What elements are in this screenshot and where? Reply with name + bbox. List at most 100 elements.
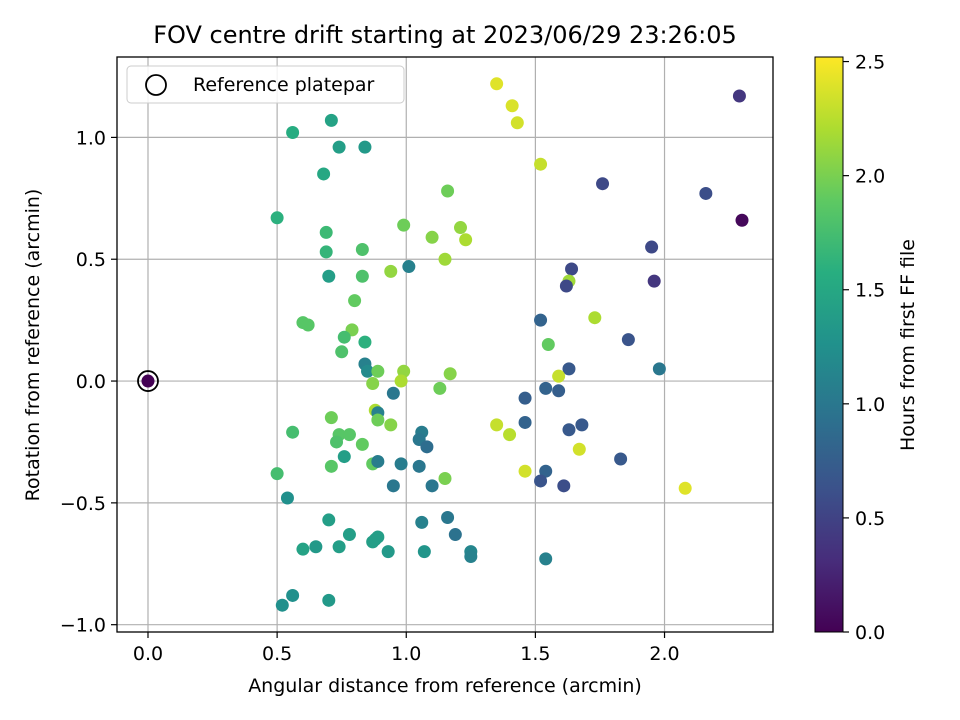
data-point <box>412 459 426 473</box>
data-point <box>394 374 408 388</box>
data-point <box>296 542 310 556</box>
y-tick-label: 0.5 <box>76 249 106 271</box>
legend-label-reference-platepar: Reference platepar <box>193 74 375 96</box>
reference-ring <box>137 370 159 392</box>
data-point <box>572 442 586 456</box>
data-point <box>324 459 338 473</box>
data-point <box>557 479 571 493</box>
data-point <box>371 454 385 468</box>
data-point <box>438 472 452 486</box>
data-point <box>415 515 429 529</box>
x-tick-label: 1.0 <box>391 643 421 665</box>
data-point <box>319 225 333 239</box>
reference-point <box>137 370 159 392</box>
x-axis-ticks: 0.0 0.5 1.0 1.5 2.0 <box>133 632 680 665</box>
data-point <box>534 313 548 327</box>
data-point <box>443 367 457 381</box>
data-point <box>397 218 411 232</box>
data-point <box>732 89 746 103</box>
data-point <box>322 593 336 607</box>
data-point <box>621 333 635 347</box>
data-point <box>335 345 349 359</box>
data-point <box>319 245 333 259</box>
data-point <box>735 213 749 227</box>
y-tick-label: 0.0 <box>76 371 106 393</box>
data-point <box>384 264 398 278</box>
data-point <box>332 140 346 154</box>
data-point <box>337 330 351 344</box>
data-point <box>534 474 548 488</box>
data-point <box>539 552 553 566</box>
data-point <box>518 391 532 405</box>
data-point <box>645 240 659 254</box>
data-point <box>441 510 455 524</box>
data-point <box>562 362 576 376</box>
data-point <box>309 540 323 554</box>
data-point <box>453 221 467 235</box>
data-point <box>286 425 300 439</box>
data-point <box>386 386 400 400</box>
data-point <box>337 450 351 464</box>
y-tick-label: 1.0 <box>76 127 106 149</box>
data-point <box>490 77 504 91</box>
data-point <box>552 384 566 398</box>
x-tick-label: 2.0 <box>649 643 679 665</box>
data-point <box>541 338 555 351</box>
data-point <box>317 167 331 181</box>
data-point <box>420 440 434 454</box>
data-point <box>286 588 300 602</box>
x-tick-label: 0.0 <box>133 643 163 665</box>
data-point <box>552 369 566 383</box>
data-point <box>652 362 666 376</box>
data-point <box>490 418 504 432</box>
y-axis-ticks: −1.0 −0.5 0.0 0.5 1.0 <box>60 127 117 637</box>
data-point <box>441 184 455 198</box>
data-point <box>518 464 532 478</box>
data-point <box>322 269 336 283</box>
colorbar-tick-label: 2.0 <box>855 166 885 188</box>
data-point <box>425 479 439 493</box>
data-point <box>275 598 289 612</box>
data-point <box>342 428 356 442</box>
data-point <box>270 211 284 225</box>
colorbar-ticks: 0.0 0.5 1.0 1.5 2.0 2.5 <box>843 52 885 644</box>
data-point <box>539 464 553 478</box>
data-point <box>280 491 294 505</box>
colorbar-tick-label: 0.5 <box>855 508 885 530</box>
data-point <box>575 418 589 432</box>
data-point <box>358 140 372 154</box>
data-point <box>647 274 661 288</box>
data-point <box>678 481 692 495</box>
plot-frame <box>116 56 774 633</box>
data-point <box>459 233 473 247</box>
data-point <box>355 269 369 283</box>
x-tick-label: 1.5 <box>520 643 550 665</box>
x-tick-label: 0.5 <box>262 643 292 665</box>
data-point <box>562 423 576 437</box>
data-point <box>699 186 713 200</box>
data-point <box>386 479 400 493</box>
data-point <box>510 116 524 130</box>
data-point <box>355 242 369 256</box>
y-tick-label: −1.0 <box>60 615 106 637</box>
data-point <box>402 260 416 274</box>
data-point <box>371 364 385 378</box>
data-point <box>324 113 338 127</box>
colorbar-tick-label: 1.0 <box>855 394 885 416</box>
data-point <box>565 262 579 276</box>
data-point <box>342 528 356 542</box>
reference-data-point <box>141 374 155 388</box>
legend-box <box>126 65 405 104</box>
data-point <box>358 335 372 349</box>
grid <box>117 57 773 632</box>
data-point <box>394 457 408 471</box>
data-point <box>464 549 478 563</box>
data-point <box>366 376 380 390</box>
y-axis-label: Rotation from reference (arcmin) <box>22 189 44 502</box>
data-point <box>384 418 398 432</box>
data-point <box>448 528 462 542</box>
data-point <box>332 540 346 554</box>
data-point <box>322 513 336 527</box>
colorbar-label: Hours from first FF file <box>897 239 919 451</box>
data-point <box>270 467 284 481</box>
